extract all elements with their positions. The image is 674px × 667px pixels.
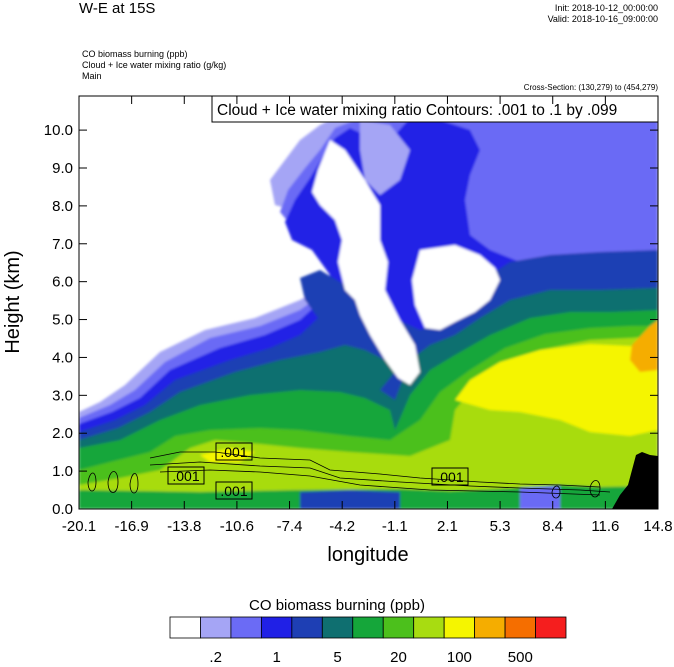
y-tick-label: 2.0 <box>52 425 73 442</box>
contour-label-box <box>431 467 469 486</box>
x-tick-label: 2.1 <box>437 518 458 535</box>
colorbar-label: 500 <box>508 649 533 666</box>
y-axis: 0.0 1.0 2.0 3.0 4.0 5.0 6.0 7.0 8.0 9.0 10.0 <box>44 122 658 518</box>
colorbar-swatch <box>474 616 506 639</box>
colorbar-label: .2 <box>209 649 222 666</box>
contour-loop <box>107 471 119 493</box>
variable-co: CO biomass burning (ppb) <box>82 49 188 59</box>
x-tick-label: 11.6 <box>591 518 619 535</box>
contour-line <box>149 461 611 493</box>
x-tick-label: -1.1 <box>382 518 408 535</box>
x-tick-label: 14.8 <box>643 518 672 535</box>
y-tick-label: 1.0 <box>52 463 73 480</box>
y-tick-label: 4.0 <box>52 349 73 366</box>
colorbar-swatch <box>535 616 567 639</box>
colorbar-label: 5 <box>333 649 341 666</box>
y-tick-label: 0.0 <box>52 501 73 518</box>
init-valid-times: Init: 2018-10-12_00:00:00 Valid: 2018-10… <box>548 3 658 25</box>
contour-label: .001 <box>436 469 463 485</box>
colorbar-swatch <box>321 616 354 639</box>
x-axis-label: longitude <box>327 544 408 566</box>
x-tick-label: -10.6 <box>220 518 254 535</box>
chart-title: W-E at 15S <box>79 0 156 17</box>
colorbar-swatch <box>352 616 384 639</box>
x-tick-label: -13.8 <box>167 518 201 535</box>
y-tick-label: 10.0 <box>44 122 73 139</box>
colorbar-title: CO biomass burning (ppb) <box>249 597 425 614</box>
boundary-blue-2 <box>520 486 560 509</box>
x-tick-label: -16.9 <box>115 518 149 535</box>
y-tick-label: 8.0 <box>52 198 73 215</box>
contour-label: .001 <box>220 444 247 460</box>
contour-label: .001 <box>220 483 247 499</box>
y-tick-label: 5.0 <box>52 312 73 329</box>
plume-level-10 <box>630 320 658 372</box>
contour-label-box <box>215 442 253 461</box>
contour-label-box <box>167 466 205 485</box>
cross-section-label: Cross-Section: (130,279) to (454,279) <box>523 83 658 92</box>
colorbar-swatch <box>504 616 536 639</box>
cloud-hole-1 <box>312 140 420 385</box>
colorbar-swatch <box>443 616 476 639</box>
colorbar-swatch <box>291 616 323 639</box>
contour-loop <box>87 472 97 492</box>
colorbar-swatch <box>169 616 201 639</box>
cloud-hole-2 <box>412 245 500 330</box>
plume-level-9 <box>200 344 658 462</box>
y-tick-label: 3.0 <box>52 387 73 404</box>
x-tick-label: -20.1 <box>62 518 96 535</box>
contour-loop <box>551 485 561 499</box>
y-tick-label: 9.0 <box>52 160 73 177</box>
contour-line <box>149 451 601 488</box>
x-axis: -20.1 -16.9 -13.8 -10.6 -7.4 -4.2 -1.1 2.1 5.3 8.… <box>62 96 673 535</box>
init-time: Init: 2018-10-12_00:00:00 <box>554 3 658 13</box>
contour-title: Cloud + Ice water mixing ratio Contours:… <box>217 102 617 119</box>
contour-label-box <box>215 481 253 500</box>
x-tick-label: -4.2 <box>329 518 355 535</box>
x-tick-label: 5.3 <box>490 518 511 535</box>
contour-label: .001 <box>172 468 199 484</box>
colorbar: .2 1 5 20 100 500 <box>169 616 567 666</box>
colorbar-swatch <box>382 616 415 639</box>
x-tick-label: 8.4 <box>542 518 563 535</box>
y-tick-label: 6.0 <box>52 274 73 291</box>
heatmap-field <box>79 96 658 509</box>
terrain <box>612 452 658 509</box>
valid-time: Valid: 2018-10-16_09:00:00 <box>547 14 658 24</box>
colorbar-swatch <box>260 616 293 639</box>
contour-loop <box>129 473 139 494</box>
contour-loop <box>589 480 601 498</box>
colorbar-label: 1 <box>272 649 280 666</box>
variable-list: CO biomass burning (ppb) Cloud + Ice wat… <box>82 49 226 82</box>
y-axis-label: Height (km) <box>2 250 24 353</box>
boundary-blue-1 <box>300 490 400 509</box>
colorbar-label: 100 <box>447 649 472 666</box>
contour-line <box>159 469 601 496</box>
colorbar-swatch <box>413 616 445 639</box>
x-tick-label: -7.4 <box>277 518 303 535</box>
contour-title-box <box>211 95 659 123</box>
contour-labels: .001 .001 .001 .001 <box>167 442 469 500</box>
cloud-contours <box>87 451 611 499</box>
cloud-hole-3 <box>360 120 410 195</box>
colorbar-label: 20 <box>390 649 407 666</box>
variable-cloud: Cloud + Ice water mixing ratio (g/kg) <box>82 60 227 70</box>
y-tick-label: 7.0 <box>52 236 73 253</box>
colorbar-swatch <box>200 616 232 639</box>
variable-main: Main <box>82 71 102 81</box>
colorbar-swatch <box>230 616 262 639</box>
